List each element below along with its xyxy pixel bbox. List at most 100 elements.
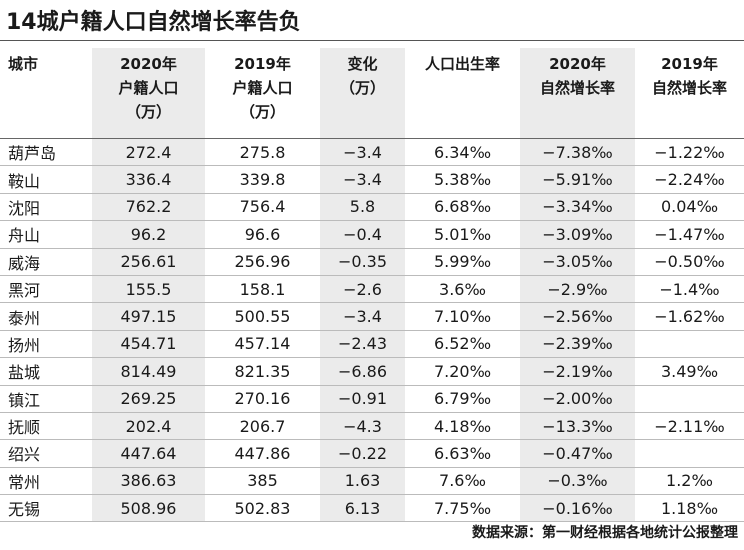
value-cell: 6.63‰ bbox=[405, 439, 520, 468]
value-cell bbox=[635, 385, 744, 413]
city-cell: 绍兴 bbox=[0, 439, 92, 468]
value-cell: 1.63 bbox=[320, 467, 405, 496]
header-line: 户籍人口 bbox=[232, 79, 293, 97]
value-cell bbox=[635, 330, 744, 359]
column-header: 2019年自然增长率 bbox=[635, 48, 744, 139]
table-row: 无锡 508.96 502.83 6.13 7.75‰ −0.16‰ 1.18‰ bbox=[0, 494, 744, 523]
value-cell: 155.5 bbox=[92, 275, 205, 304]
value-cell: 270.16 bbox=[205, 385, 320, 413]
table-row: 泰州 497.15 500.55 −3.4 7.10‰ −2.56‰ −1.62‰ bbox=[0, 302, 744, 331]
value-cell: 457.14 bbox=[205, 330, 320, 359]
table-row: 鞍山 336.4 339.8 −3.4 5.38‰ −5.91‰ −2.24‰ bbox=[0, 165, 744, 194]
value-cell: 7.10‰ bbox=[405, 302, 520, 331]
value-cell: −13.3‰ bbox=[520, 412, 635, 441]
city-cell: 泰州 bbox=[0, 302, 92, 331]
column-header: 2020年 自然增长率 bbox=[520, 48, 635, 139]
value-cell: −2.00‰ bbox=[520, 385, 635, 413]
column-header: 变化 （万） bbox=[320, 48, 405, 139]
city-cell: 扬州 bbox=[0, 330, 92, 359]
value-cell: 762.2 bbox=[92, 193, 205, 222]
value-cell: −2.19‰ bbox=[520, 357, 635, 386]
value-cell: −0.35 bbox=[320, 248, 405, 276]
header-line: 2019年 bbox=[661, 55, 718, 73]
title: 14城户籍人口自然增长率告负 bbox=[6, 10, 301, 35]
header-line: 人口出生率 bbox=[424, 55, 500, 73]
table-row: 镇江 269.25 270.16 −0.91 6.79‰ −2.00‰ bbox=[0, 385, 744, 413]
value-cell: −0.91 bbox=[320, 385, 405, 413]
value-cell: −1.47‰ bbox=[635, 220, 744, 249]
value-cell: 3.49‰ bbox=[635, 357, 744, 386]
value-cell: 96.6 bbox=[205, 220, 320, 249]
table-row: 绍兴 447.64 447.86 −0.22 6.63‰ −0.47‰ bbox=[0, 439, 744, 468]
value-cell: 5.01‰ bbox=[405, 220, 520, 249]
header-line: 自然增长率 bbox=[539, 79, 615, 97]
value-cell: −2.9‰ bbox=[520, 275, 635, 304]
value-cell: −2.24‰ bbox=[635, 165, 744, 194]
column-header: 人口出生率 bbox=[405, 48, 520, 139]
value-cell: 447.86 bbox=[205, 439, 320, 468]
value-cell: −1.4‰ bbox=[635, 275, 744, 304]
header-line: 城市 bbox=[8, 55, 39, 73]
value-cell: 386.63 bbox=[92, 467, 205, 496]
value-cell: 275.8 bbox=[205, 138, 320, 167]
value-cell: 821.35 bbox=[205, 357, 320, 386]
value-cell: −3.34‰ bbox=[520, 193, 635, 222]
header-line: 自然增长率 bbox=[651, 79, 727, 97]
value-cell: 454.71 bbox=[92, 330, 205, 359]
value-cell: 5.8 bbox=[320, 193, 405, 222]
title-rule bbox=[0, 40, 744, 41]
value-cell: 1.18‰ bbox=[635, 494, 744, 523]
value-cell: 256.96 bbox=[205, 248, 320, 276]
value-cell: −2.39‰ bbox=[520, 330, 635, 359]
header-line: 2019年 bbox=[234, 55, 291, 73]
value-cell: 96.2 bbox=[92, 220, 205, 249]
header-line: 变化 bbox=[347, 55, 378, 73]
value-cell: −3.4 bbox=[320, 138, 405, 167]
city-cell: 舟山 bbox=[0, 220, 92, 249]
city-cell: 鞍山 bbox=[0, 165, 92, 194]
value-cell: 256.61 bbox=[92, 248, 205, 276]
value-cell: −0.47‰ bbox=[520, 439, 635, 468]
value-cell: 497.15 bbox=[92, 302, 205, 331]
header-line: （万） bbox=[339, 79, 385, 97]
value-cell: 158.1 bbox=[205, 275, 320, 304]
value-cell: −0.22 bbox=[320, 439, 405, 468]
data-table: 城市 2020年 户籍人口 （万） 2019年 户籍人口 （万） 变化 （万） 人口出生率 2020… bbox=[0, 48, 744, 523]
value-cell: −4.3 bbox=[320, 412, 405, 441]
value-cell: 7.75‰ bbox=[405, 494, 520, 523]
city-cell: 沈阳 bbox=[0, 193, 92, 222]
value-cell: 3.6‰ bbox=[405, 275, 520, 304]
table-row: 威海 256.61 256.96 −0.35 5.99‰ −3.05‰ −0.50‰ bbox=[0, 248, 744, 276]
value-cell: 269.25 bbox=[92, 385, 205, 413]
header-line: 户籍人口 bbox=[118, 79, 179, 97]
table-row: 盐城 814.49 821.35 −6.86 7.20‰ −2.19‰ 3.49‰ bbox=[0, 357, 744, 386]
value-cell: 336.4 bbox=[92, 165, 205, 194]
value-cell: 202.4 bbox=[92, 412, 205, 441]
header-line: 2020年 bbox=[120, 55, 177, 73]
value-cell: −0.16‰ bbox=[520, 494, 635, 523]
city-cell: 镇江 bbox=[0, 385, 92, 413]
value-cell: 4.18‰ bbox=[405, 412, 520, 441]
city-cell: 常州 bbox=[0, 467, 92, 496]
value-cell: 5.38‰ bbox=[405, 165, 520, 194]
table-row: 扬州 454.71 457.14 −2.43 6.52‰ −2.39‰ bbox=[0, 330, 744, 359]
column-header: 2019年 户籍人口 （万） bbox=[205, 48, 320, 139]
header-row: 城市 2020年 户籍人口 （万） 2019年 户籍人口 （万） 变化 （万） 人口出生率 2020… bbox=[0, 48, 744, 139]
value-cell: 0.04‰ bbox=[635, 193, 744, 222]
value-cell: −5.91‰ bbox=[520, 165, 635, 194]
table-row: 舟山 96.2 96.6 −0.4 5.01‰ −3.09‰ −1.47‰ bbox=[0, 220, 744, 249]
value-cell: −0.3‰ bbox=[520, 467, 635, 496]
city-cell: 抚顺 bbox=[0, 412, 92, 441]
value-cell: −2.11‰ bbox=[635, 412, 744, 441]
value-cell: 7.20‰ bbox=[405, 357, 520, 386]
value-cell: 206.7 bbox=[205, 412, 320, 441]
value-cell: 6.52‰ bbox=[405, 330, 520, 359]
value-cell: 6.13 bbox=[320, 494, 405, 523]
table-row: 黑河 155.5 158.1 −2.6 3.6‰ −2.9‰ −1.4‰ bbox=[0, 275, 744, 304]
value-cell: −2.56‰ bbox=[520, 302, 635, 331]
table-row: 抚顺 202.4 206.7 −4.3 4.18‰ −13.3‰ −2.11‰ bbox=[0, 412, 744, 441]
value-cell: 508.96 bbox=[92, 494, 205, 523]
table-row: 常州 386.63 385 1.63 7.6‰ −0.3‰ 1.2‰ bbox=[0, 467, 744, 496]
value-cell: −0.50‰ bbox=[635, 248, 744, 276]
value-cell: 1.2‰ bbox=[635, 467, 744, 496]
